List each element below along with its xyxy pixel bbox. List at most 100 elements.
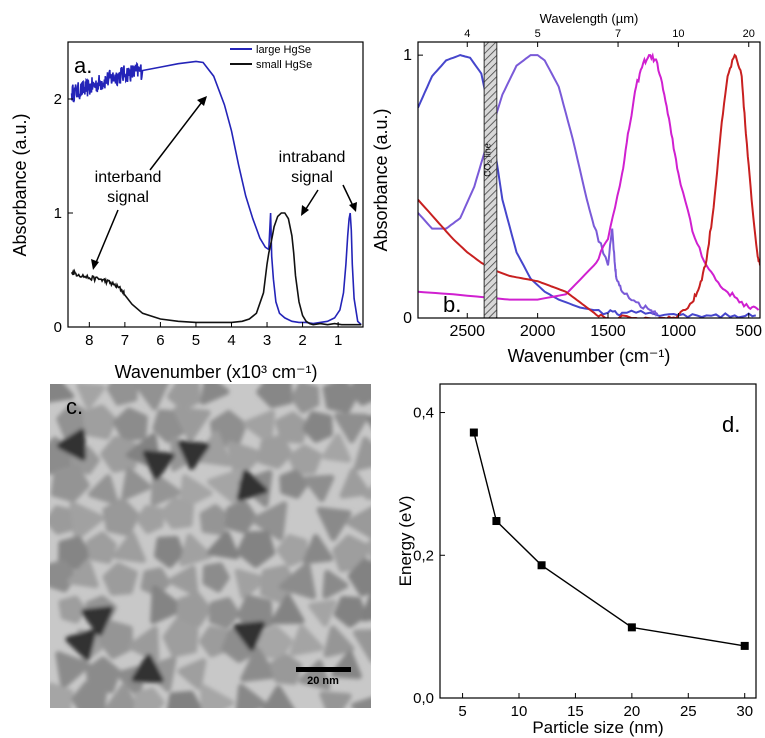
chart-a-annotations: interband signal intraband signal (91, 96, 357, 270)
tem-particle (345, 506, 371, 539)
tem-particle (235, 683, 267, 708)
tem-particle-dark (81, 606, 114, 636)
tem-particle (176, 592, 212, 628)
chart-d-xtick-label: 25 (680, 703, 697, 720)
legend-label-large: large HgSe (256, 44, 311, 56)
chart-b-xtick-label: 2000 (520, 323, 556, 340)
chart-b-top-ticks: 4 5 7 10 20 (464, 28, 755, 47)
tem-particle (339, 468, 371, 499)
chart-b-series-group (418, 52, 760, 318)
tem-particle (50, 464, 90, 503)
chart-a-ytick-label: 0 (54, 319, 62, 336)
annotation-intraband-line2: signal (291, 169, 333, 186)
chart-a-ytick-label: 2 (54, 91, 62, 108)
data-point-energy (740, 641, 749, 650)
tem-particle-dark (131, 654, 164, 683)
annotation-arrow-interband-down (94, 209, 119, 266)
chart-d-ytick-label: 0,0 (413, 690, 434, 707)
annotation-arrowhead-intraband-left (301, 205, 309, 216)
chart-a-xtick-label: 7 (121, 332, 129, 349)
tem-particle (150, 473, 182, 507)
tem-particle (102, 497, 140, 537)
tem-particle (136, 504, 165, 534)
chart-d-ytick-label: 0,2 (413, 547, 434, 564)
tem-particle (98, 620, 134, 660)
chart-a-series-group (70, 60, 362, 326)
data-point-energy (469, 428, 478, 437)
tem-particle (322, 570, 349, 599)
chart-b-xtick-label: 1000 (661, 323, 697, 340)
chart-d-frame (439, 383, 757, 699)
tem-image-panel: c. 20 nm (50, 384, 371, 708)
tem-particle (353, 629, 371, 663)
tem-particle-dark (177, 440, 210, 470)
chart-panel-d: 5 10 15 20 25 30 0,0 0,2 0,4 d. Energy (eV) Part… (396, 383, 757, 737)
tem-particle (250, 501, 288, 541)
tem-particle (200, 384, 230, 405)
data-point-energy (627, 623, 636, 632)
annotation-interband-line1: interband (95, 169, 162, 186)
chart-d-xtick-label: 15 (567, 703, 584, 720)
annotation-intraband-line1: intraband (279, 149, 346, 166)
tem-particle (50, 682, 74, 708)
tem-particle (199, 504, 231, 536)
chart-a-xtick-label: 5 (192, 332, 200, 349)
chart-b-xlabel: Wavenumber (cm⁻¹) (508, 346, 671, 366)
tem-particle (168, 565, 199, 597)
chart-b-ylabel: Absorbance (a.u.) (371, 108, 391, 251)
tem-particle (234, 568, 267, 600)
chart-d-xtick-label: 30 (736, 703, 753, 720)
data-point-energy (492, 517, 501, 526)
chart-d-ytick-label: 0,4 (413, 405, 434, 422)
scale-bar-label: 20 nm (307, 675, 339, 687)
tem-particle (347, 558, 371, 597)
annotation-interband-line2: signal (107, 189, 149, 206)
tem-particle (167, 690, 203, 708)
tem-particle (363, 486, 371, 500)
tem-particle (81, 404, 117, 440)
co2-band-label: CO₂ line (482, 143, 492, 177)
tem-particle-dark (236, 469, 268, 501)
tem-particle (58, 536, 92, 571)
tem-particle (179, 474, 213, 510)
tem-particle (288, 444, 323, 475)
tem-particle (208, 597, 240, 629)
tem-particle (259, 564, 298, 605)
tem-particle (67, 559, 99, 589)
chart-b-xtick-label: 500 (735, 323, 762, 340)
chart-a-xtick-label: 2 (298, 332, 306, 349)
chart-d-xtick-label: 20 (624, 703, 641, 720)
tem-particle (207, 530, 240, 560)
tem-particle (162, 618, 199, 658)
tem-particle (365, 538, 371, 561)
chart-a-ticks: 8 7 6 5 4 3 2 1 0 1 2 (54, 91, 343, 349)
series-line-large-hgse (70, 60, 362, 326)
tem-particle (113, 407, 148, 442)
chart-a-frame (67, 41, 364, 328)
chart-a-xtick-label: 8 (85, 332, 93, 349)
chart-d-xlabel: Particle size (nm) (532, 718, 663, 737)
panel-label-a: a. (74, 53, 92, 78)
tem-particle (256, 384, 293, 409)
tem-particle (322, 384, 359, 414)
tem-particle (121, 467, 152, 501)
chart-d-xtick-label: 5 (458, 703, 466, 720)
series-line-b-2 (418, 52, 760, 311)
tem-nanoparticles (50, 384, 371, 708)
data-point-energy (537, 561, 546, 570)
tem-particle (279, 469, 309, 499)
tem-particle (360, 590, 371, 622)
chart-b-top-tick-label: 4 (464, 28, 470, 40)
tem-particle (154, 536, 185, 569)
tem-particle (353, 436, 371, 471)
tem-particle (334, 412, 369, 444)
chart-b-top-tick-label: 10 (672, 28, 684, 40)
tem-particle (140, 567, 171, 597)
series-line-energy (473, 432, 745, 647)
tem-particle (269, 653, 303, 685)
chart-b-top-axis-label: Wavelength (µm) (540, 11, 639, 26)
tem-particle-dark (65, 629, 97, 661)
tem-particle (177, 658, 207, 690)
tem-particle (276, 534, 308, 567)
